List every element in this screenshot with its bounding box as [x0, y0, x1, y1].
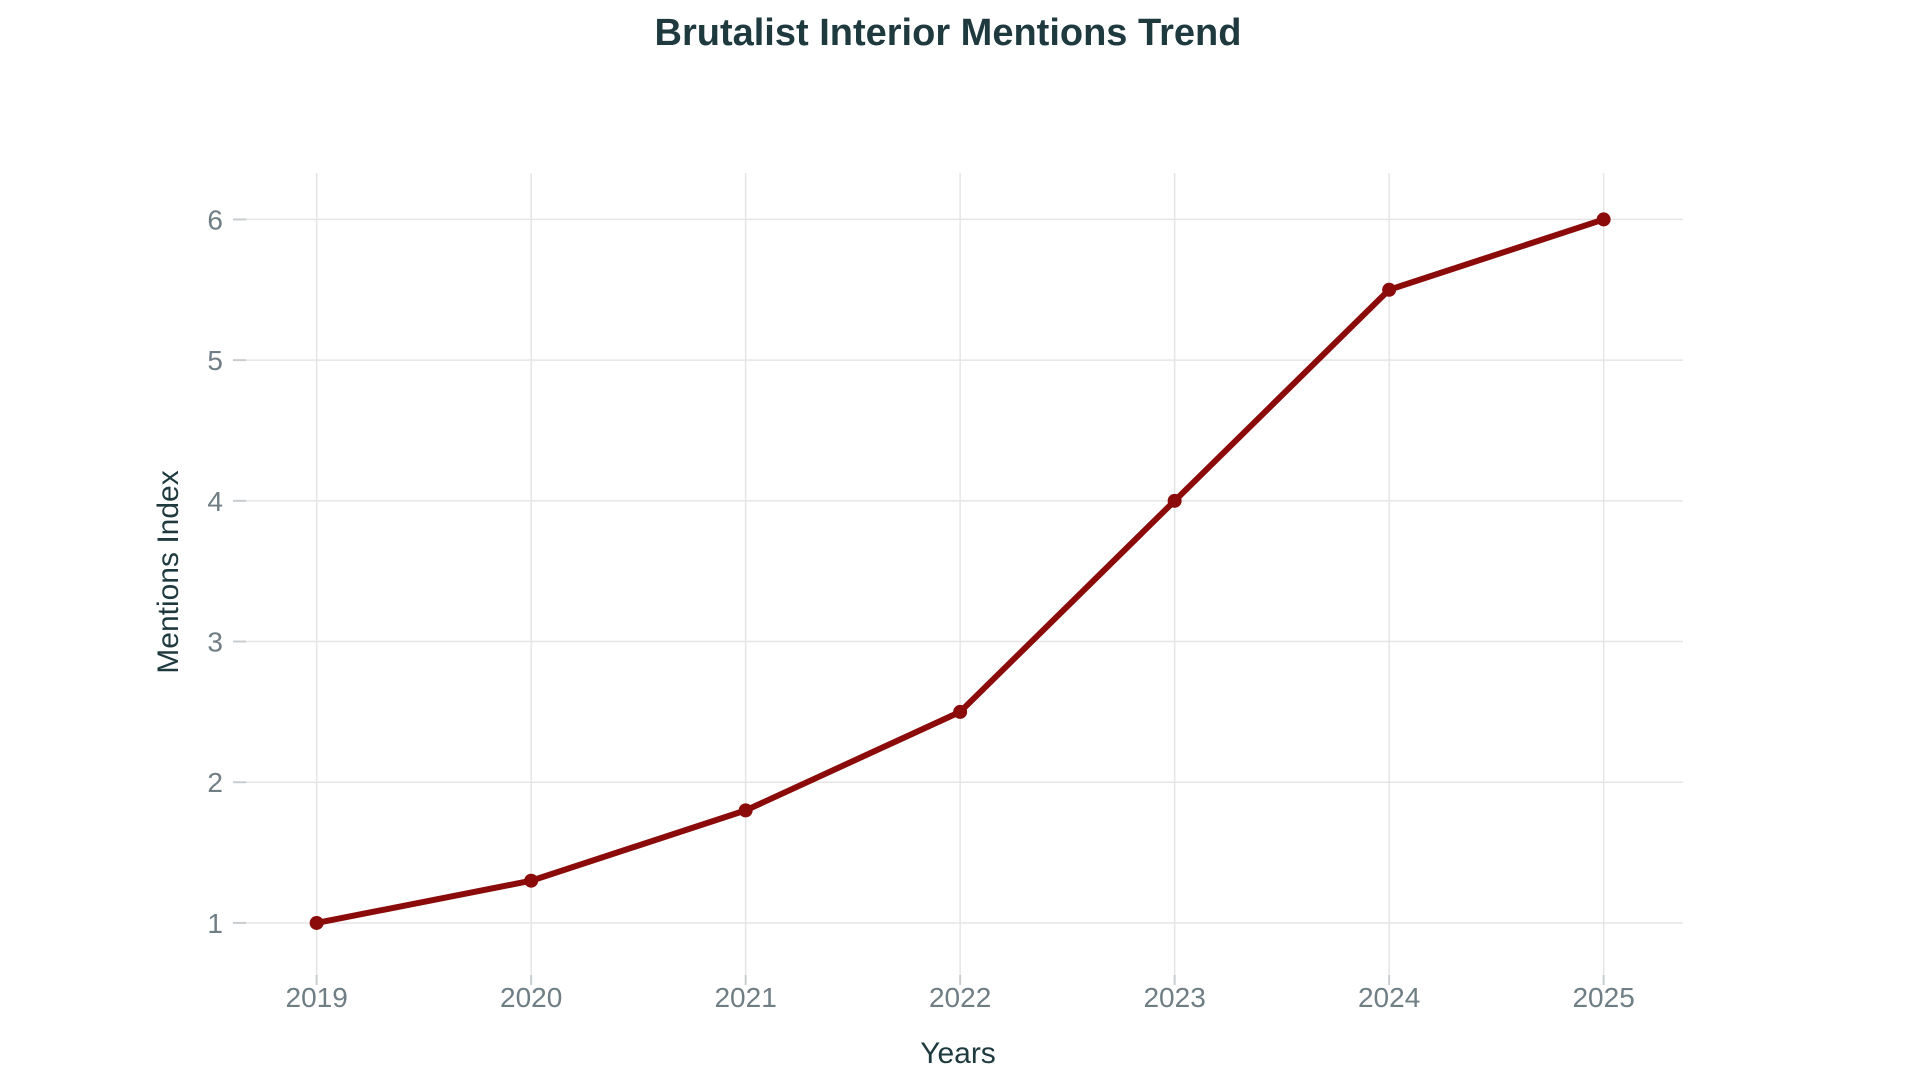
data-point-marker — [738, 803, 753, 818]
x-tick-label: 2019 — [286, 982, 348, 1013]
y-axis-title: Mentions Index — [152, 470, 185, 673]
data-point-marker — [309, 915, 324, 930]
y-tick-label: 6 — [207, 204, 223, 235]
y-tick-label: 1 — [207, 908, 223, 939]
tick-marks-layer — [233, 218, 1605, 985]
x-tick-label: 2020 — [500, 982, 562, 1013]
chart-title: Brutalist Interior Mentions Trend — [655, 12, 1242, 54]
data-point-marker — [1382, 282, 1397, 297]
x-tick-label: 2024 — [1358, 982, 1420, 1013]
x-tick-label: 2022 — [929, 982, 991, 1013]
y-tick-label: 5 — [207, 345, 223, 376]
x-tick-label: 2021 — [714, 982, 776, 1013]
tick-labels-layer: 1 2 3 4 5 6 2019 2020 2021 2022 2023 2024 2025 — [207, 204, 1634, 1013]
data-point-marker — [953, 704, 968, 719]
data-point-marker — [1596, 212, 1611, 227]
x-axis-title: Years — [920, 1037, 996, 1070]
y-tick-label: 3 — [207, 627, 223, 658]
y-tick-label: 2 — [207, 767, 223, 798]
axis-titles-layer: Brutalist Interior Mentions Trend Years … — [152, 12, 1241, 1070]
data-series-layer — [309, 212, 1611, 930]
x-tick-label: 2023 — [1143, 982, 1205, 1013]
data-point-marker — [1167, 493, 1182, 508]
data-point-marker — [524, 873, 539, 888]
x-tick-label: 2025 — [1572, 982, 1634, 1013]
y-tick-label: 4 — [207, 486, 223, 517]
gridlines-layer — [233, 173, 1683, 975]
